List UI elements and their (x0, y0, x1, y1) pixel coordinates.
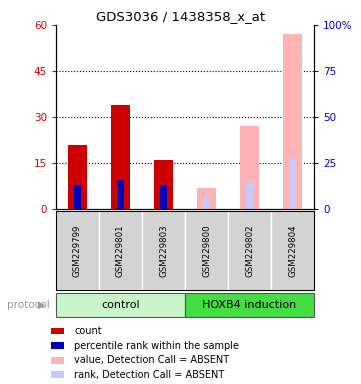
Bar (117, 180, 124, 209)
Bar (74, 185, 81, 209)
Text: GSM229804: GSM229804 (288, 224, 297, 277)
Bar (246, 182, 253, 209)
Bar (154, 160, 173, 209)
Text: GSM229801: GSM229801 (116, 224, 125, 277)
Bar (203, 196, 210, 209)
Text: GSM229803: GSM229803 (159, 224, 168, 277)
Bar (111, 105, 130, 209)
Text: protocol: protocol (7, 300, 50, 310)
Bar (197, 188, 216, 209)
Text: GSM229800: GSM229800 (202, 224, 211, 277)
Bar (283, 34, 302, 209)
Text: GSM229802: GSM229802 (245, 224, 254, 277)
Text: HOXB4 induction: HOXB4 induction (203, 300, 297, 310)
Text: ▶: ▶ (38, 300, 45, 310)
Text: GSM229799: GSM229799 (73, 224, 82, 277)
Bar (68, 145, 87, 209)
Bar (240, 126, 259, 209)
Text: value, Detection Call = ABSENT: value, Detection Call = ABSENT (74, 355, 229, 365)
Text: control: control (101, 300, 140, 310)
Text: rank, Detection Call = ABSENT: rank, Detection Call = ABSENT (74, 370, 224, 380)
Text: count: count (74, 326, 102, 336)
Bar (289, 158, 296, 209)
Text: percentile rank within the sample: percentile rank within the sample (74, 341, 239, 351)
Bar (160, 185, 167, 209)
Text: GDS3036 / 1438358_x_at: GDS3036 / 1438358_x_at (96, 10, 265, 23)
